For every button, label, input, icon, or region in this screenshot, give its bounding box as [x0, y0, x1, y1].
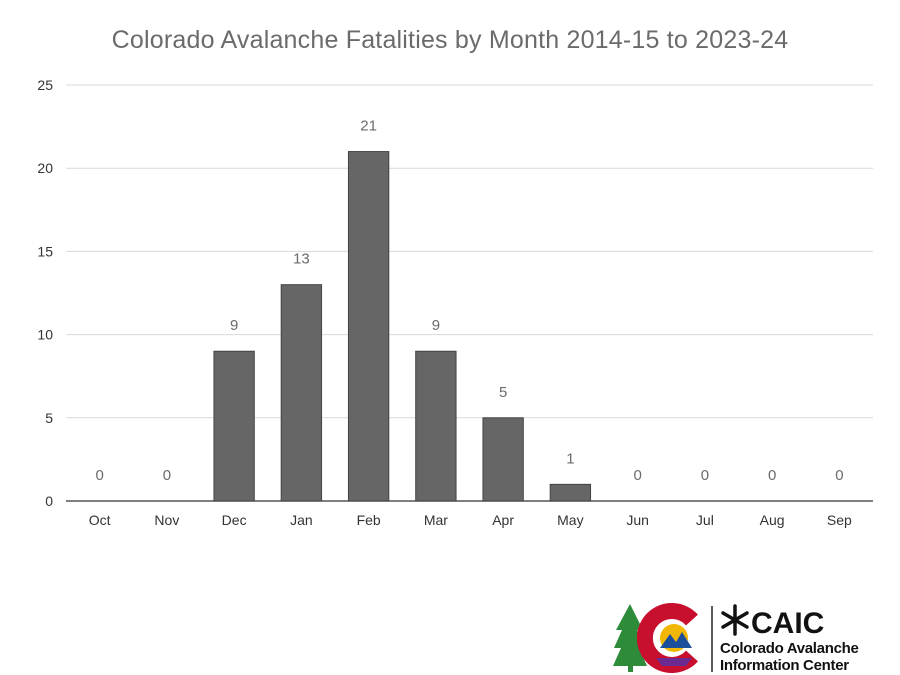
x-tick-label-nov: Nov — [154, 512, 179, 528]
bar-dec — [213, 350, 255, 502]
x-tick-label-may: May — [557, 512, 583, 528]
x-tick-label-jun: Jun — [626, 512, 649, 528]
x-axis-ticks: Oct Nov Dec Jan Feb Mar Apr May Jun Jul Aug Sep — [89, 512, 852, 528]
bar-feb — [347, 151, 390, 502]
data-label-feb: 21 — [360, 118, 377, 135]
y-tick-label: 10 — [37, 327, 53, 343]
y-tick-label: 25 — [37, 77, 53, 93]
x-tick-label-sep: Sep — [827, 512, 852, 528]
bars — [213, 151, 592, 502]
x-tick-label-apr: Apr — [492, 512, 514, 528]
data-label-oct: 0 — [95, 467, 103, 484]
data-label-sep: 0 — [835, 467, 843, 484]
colorado-c-icon — [636, 603, 698, 673]
grid-lines — [66, 84, 873, 502]
y-tick-label: 0 — [45, 493, 53, 509]
y-tick-label: 15 — [37, 243, 53, 259]
logo-line2: Information Center — [720, 657, 849, 674]
data-label-jan: 13 — [293, 251, 310, 268]
y-tick-label: 20 — [37, 160, 53, 176]
bar-jan — [280, 284, 323, 502]
logo-name: CAIC — [751, 607, 824, 640]
x-tick-label-feb: Feb — [357, 512, 381, 528]
x-tick-label-dec: Dec — [222, 512, 247, 528]
x-tick-label-mar: Mar — [424, 512, 448, 528]
snowflake-icon — [721, 604, 749, 636]
data-label-mar: 9 — [432, 317, 440, 334]
x-tick-label-jul: Jul — [696, 512, 714, 528]
logo-line1: Colorado Avalanche — [720, 640, 859, 657]
data-label-aug: 0 — [768, 467, 776, 484]
bar-mar — [415, 350, 457, 502]
chart-title: Colorado Avalanche Fatalities by Month 2… — [111, 26, 789, 54]
pine-tree-icon — [613, 604, 647, 672]
bar-may — [549, 483, 592, 502]
y-axis-ticks: 0 5 10 15 20 25 — [37, 77, 53, 509]
y-tick-label: 5 — [45, 410, 53, 426]
data-label-nov: 0 — [163, 467, 171, 484]
data-labels: 0 0 9 13 21 9 5 1 0 0 0 0 — [95, 118, 843, 484]
bar-apr — [482, 417, 524, 502]
x-tick-label-aug: Aug — [760, 512, 785, 528]
caic-logo: CAIC Colorado Avalanche Information Cent… — [613, 603, 859, 674]
data-label-jul: 0 — [701, 467, 709, 484]
data-label-apr: 5 — [499, 384, 507, 401]
data-label-may: 1 — [566, 450, 574, 467]
x-tick-label-oct: Oct — [89, 512, 111, 528]
x-tick-label-jan: Jan — [290, 512, 313, 528]
data-label-jun: 0 — [633, 467, 641, 484]
data-label-dec: 9 — [230, 317, 238, 334]
